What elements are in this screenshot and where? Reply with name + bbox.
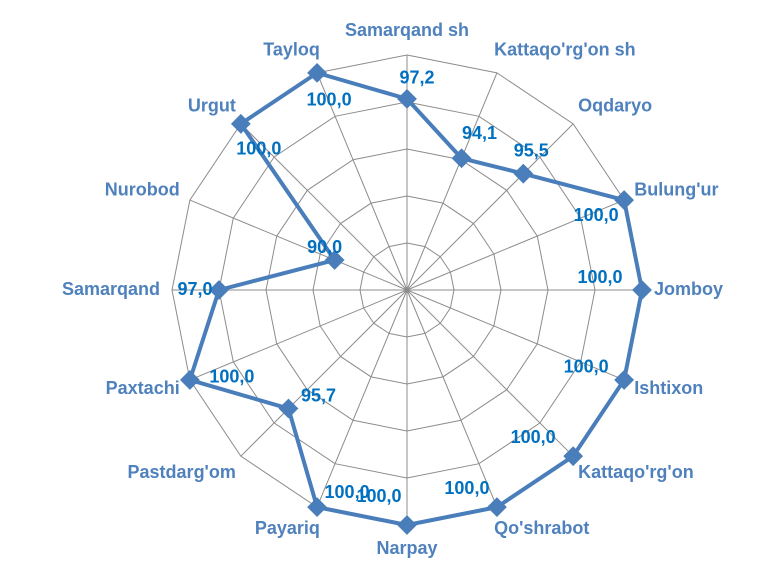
category-label: Ishtixon xyxy=(634,378,703,398)
data-label: 100,0 xyxy=(325,482,370,502)
spoke xyxy=(240,123,408,291)
data-label: 100,0 xyxy=(444,478,489,498)
category-label: Qo'shrabot xyxy=(494,518,589,538)
category-label: Paxtachi xyxy=(106,378,180,398)
category-label: Pastdarg'om xyxy=(128,462,236,482)
data-label: 100,0 xyxy=(307,90,352,110)
category-label: Jomboy xyxy=(654,279,723,299)
spoke xyxy=(240,289,408,457)
data-label: 100,0 xyxy=(574,205,619,225)
marker xyxy=(209,280,229,300)
spoke xyxy=(406,289,574,457)
category-label: Tayloq xyxy=(263,39,320,59)
marker xyxy=(324,250,345,270)
data-label: 90,0 xyxy=(307,237,342,257)
marker xyxy=(397,515,417,535)
category-label: Samarqand sh xyxy=(345,20,469,40)
marker xyxy=(307,497,327,518)
spoke xyxy=(406,289,498,508)
marker xyxy=(632,280,652,300)
spoke xyxy=(406,199,625,291)
data-label: 100,0 xyxy=(577,267,622,287)
marker xyxy=(563,446,584,467)
marker xyxy=(451,148,472,169)
spoke xyxy=(406,123,574,291)
data-label: 95,7 xyxy=(301,385,336,405)
data-label: 94,1 xyxy=(462,123,497,143)
category-label: Kattaqo'rg'on xyxy=(578,462,694,482)
data-label: 100,0 xyxy=(564,357,609,377)
spoke xyxy=(406,72,498,291)
marker xyxy=(179,370,200,390)
spoke xyxy=(189,199,408,291)
data-label: 100,0 xyxy=(236,139,281,159)
category-label: Bulung'ur xyxy=(634,180,718,200)
spoke xyxy=(189,289,408,381)
marker xyxy=(614,370,635,390)
data-label: 97,0 xyxy=(177,279,212,299)
category-label: Kattaqo'rg'on sh xyxy=(494,39,636,59)
data-label: 95,5 xyxy=(514,140,549,160)
marker xyxy=(278,398,299,419)
category-label: Oqdaryo xyxy=(578,96,652,116)
category-label: Samarqand xyxy=(62,279,160,299)
category-label: Urgut xyxy=(188,96,236,116)
marker xyxy=(307,62,327,83)
spoke xyxy=(406,289,625,381)
data-label: 100,0 xyxy=(356,486,401,506)
spoke xyxy=(316,289,408,508)
category-label: Nurobod xyxy=(105,180,180,200)
category-label: Narpay xyxy=(376,538,437,558)
category-label: Payariq xyxy=(255,518,320,538)
spoke xyxy=(316,72,408,291)
data-label: 100,0 xyxy=(511,427,556,447)
marker xyxy=(397,88,417,109)
marker xyxy=(487,497,507,518)
data-label: 100,0 xyxy=(209,367,254,387)
data-label: 97,2 xyxy=(399,68,434,88)
